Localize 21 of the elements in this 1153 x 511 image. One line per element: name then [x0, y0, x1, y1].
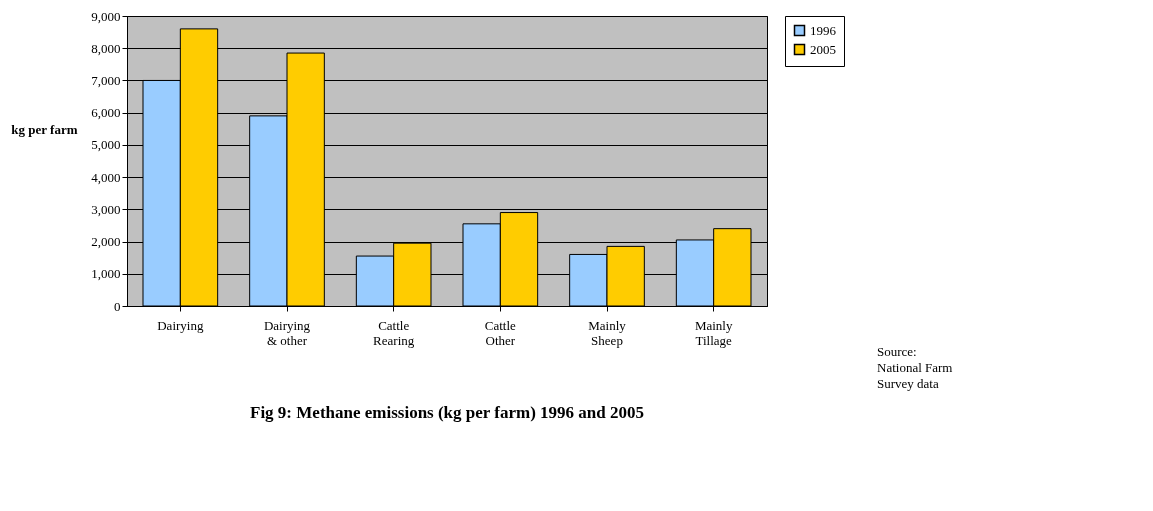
source-note: Source: National Farm Survey data	[877, 344, 953, 391]
y-tick-label: 7,000	[91, 72, 121, 88]
y-tick-label: 5,000	[91, 137, 121, 153]
y-tick-label: 2,000	[91, 234, 121, 250]
x-tick-label: Mainly Sheep	[588, 317, 627, 348]
x-tick-label: Dairying	[157, 317, 204, 333]
legend-label: 1996	[810, 22, 837, 38]
x-tick-label: Cattle Rearing	[373, 317, 415, 348]
y-tick-label: 3,000	[91, 201, 121, 217]
x-tick-label: Dairying & other	[263, 317, 311, 348]
legend-label: 2005	[810, 41, 836, 57]
y-tick-label: 6,000	[91, 105, 121, 121]
y-axis-title: kg per farm	[11, 121, 78, 137]
y-tick-label: 9,000	[91, 8, 121, 24]
y-tick-label: 4,000	[91, 169, 121, 185]
y-tick-label: 0	[114, 298, 121, 314]
x-tick-label: Cattle Other	[484, 317, 517, 348]
y-tick-label: 8,000	[91, 40, 121, 56]
y-tick-label: 1,000	[91, 266, 121, 282]
text: Fig 9: Methane emissions (kg per farm) 1996 and 2005	[250, 403, 644, 422]
x-tick-label: Mainly Tillage	[694, 317, 733, 348]
